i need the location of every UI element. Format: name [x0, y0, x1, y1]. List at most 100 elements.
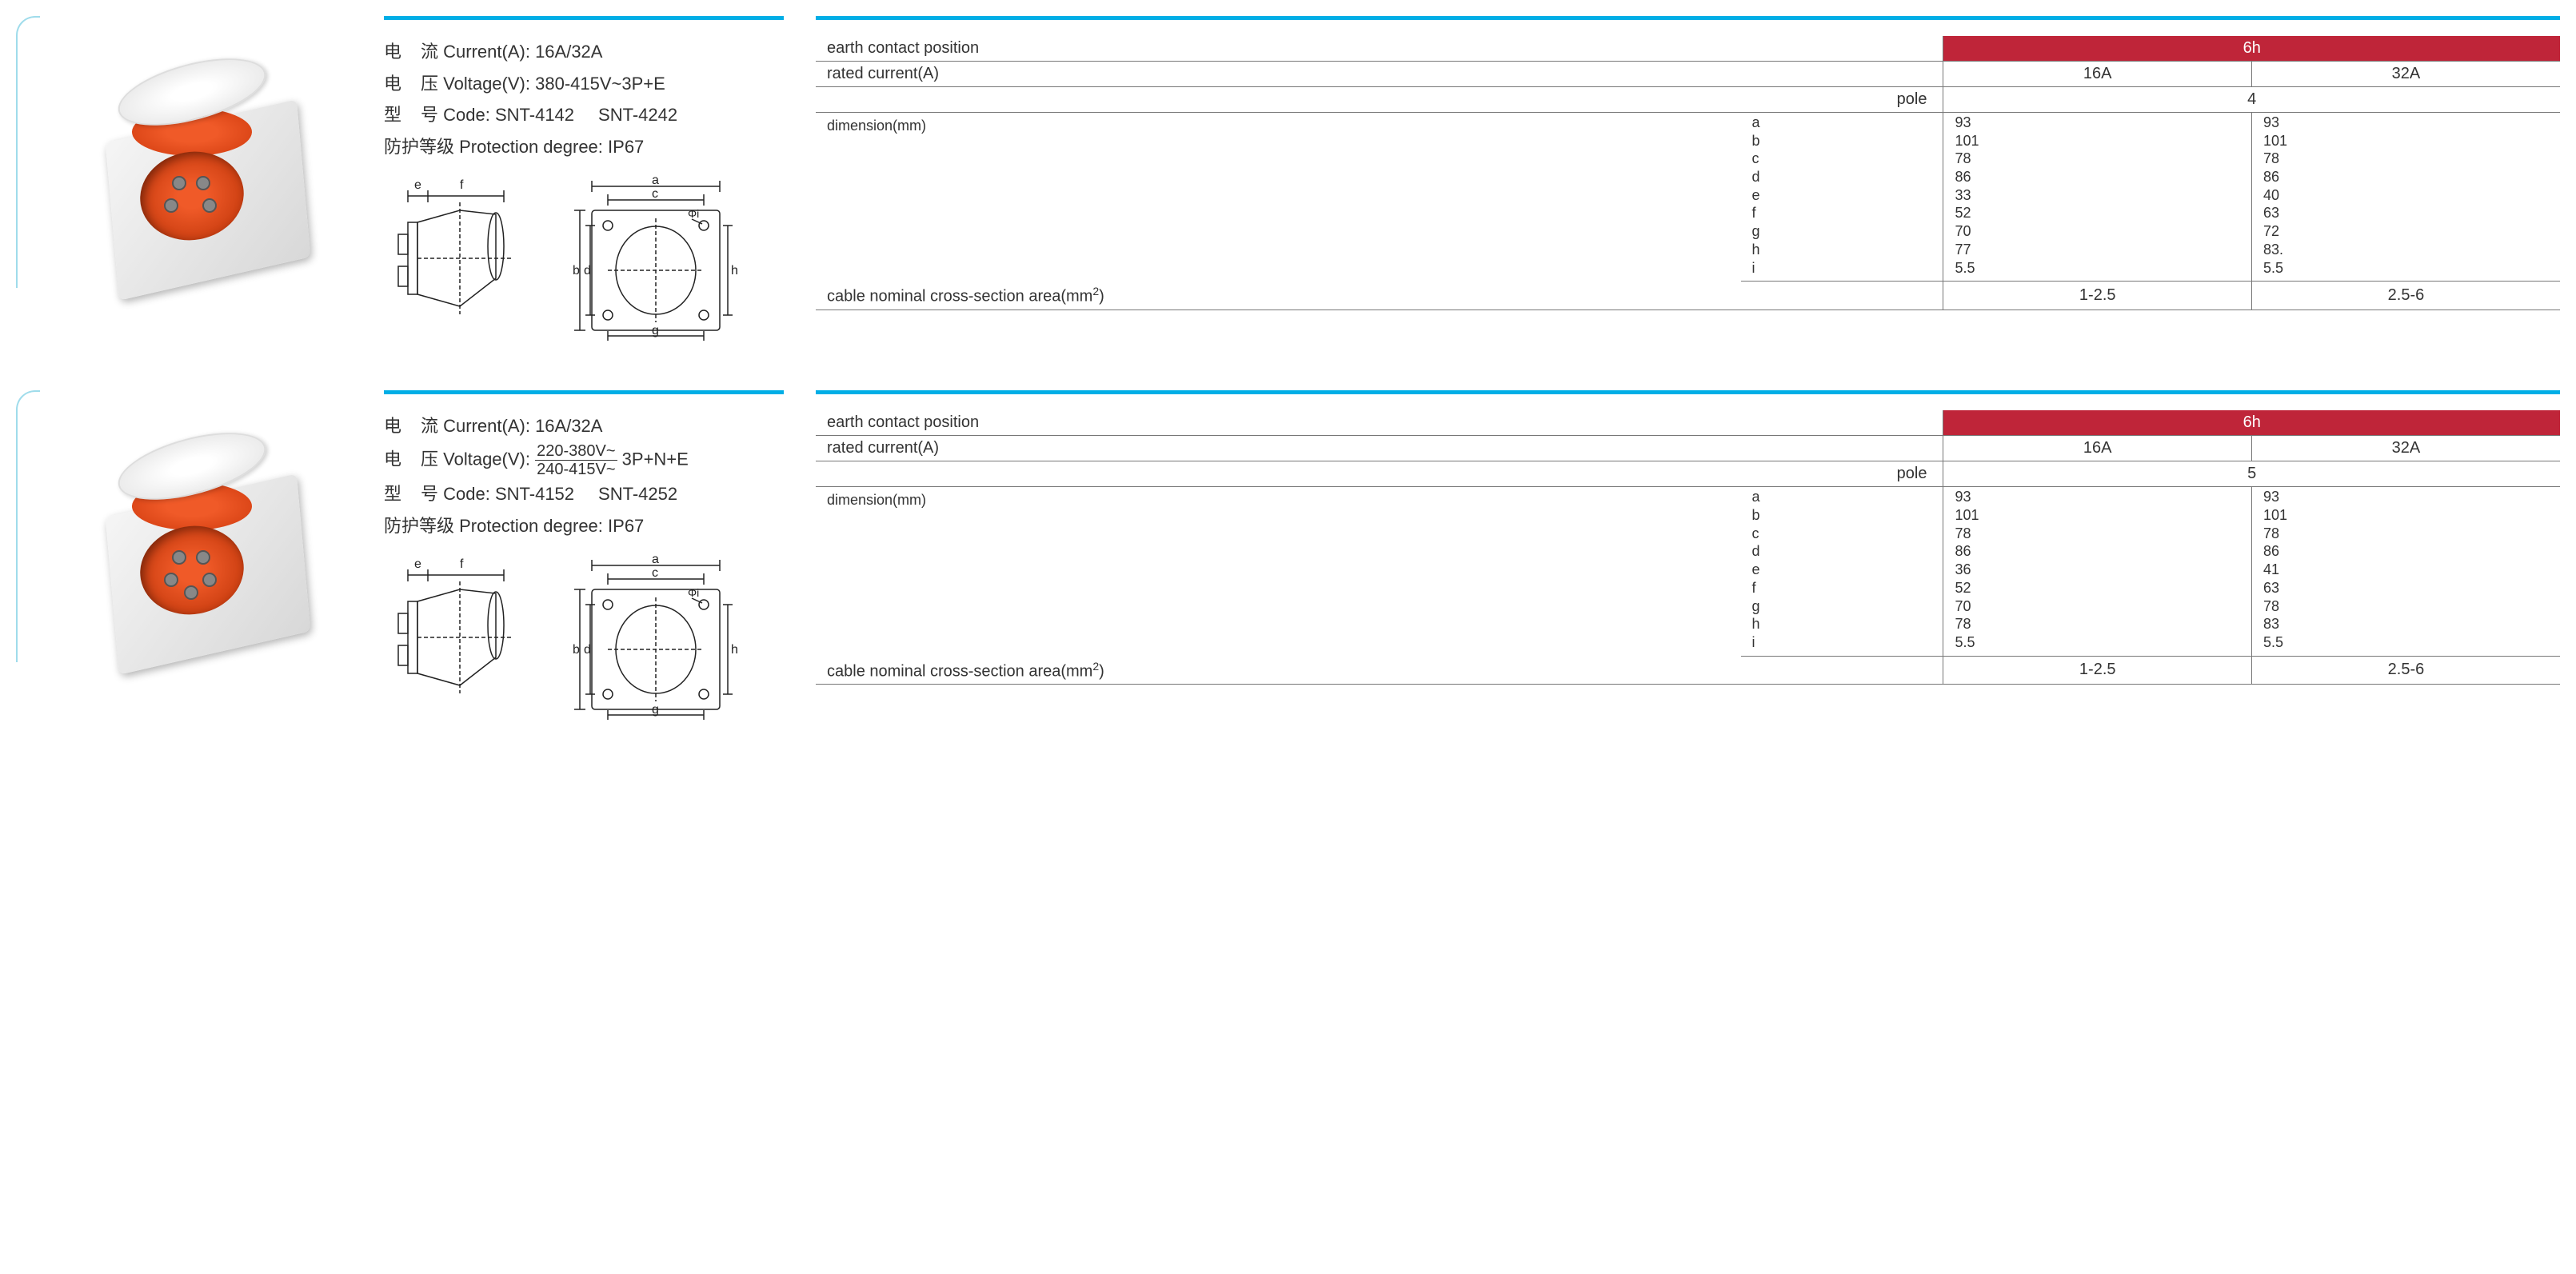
- svg-text:Φi: Φi: [688, 586, 699, 599]
- dimension-label: dimension(mm): [816, 487, 1741, 656]
- svg-text:g: g: [652, 703, 659, 717]
- earth-label: earth contact position: [816, 410, 1943, 436]
- dimension-label: dimension(mm): [816, 113, 1741, 282]
- svg-text:h: h: [731, 264, 738, 278]
- drawing-front-view: a c Φi b d h g: [568, 174, 744, 342]
- code-value: SNT-4252: [598, 484, 677, 504]
- product-row: 电流 Current(A): 16A/32A 电压 Voltage(V): 22…: [16, 390, 2560, 721]
- dim-val-32: 93: [2251, 113, 2560, 131]
- dim-row: dimension(mm) a 93 93: [816, 487, 2560, 505]
- dim-val-32: 5.5: [2251, 633, 2560, 656]
- svg-text:f: f: [460, 557, 464, 571]
- dim-val-16: 52: [1943, 578, 2252, 597]
- earth-row: earth contact position 6h: [816, 410, 2560, 436]
- cable-32: 2.5-6: [2251, 656, 2560, 685]
- dim-key: c: [1741, 149, 1943, 167]
- svg-text:e: e: [414, 178, 421, 192]
- drawing-front-view: a c Φi b d h g: [568, 553, 744, 721]
- dim-val-16: 36: [1943, 560, 2252, 578]
- protection-value: IP67: [608, 137, 644, 157]
- earth-value: 6h: [1943, 410, 2560, 436]
- dim-key: a: [1741, 113, 1943, 131]
- dim-val-32: 86: [2251, 167, 2560, 186]
- dim-val-32: 63: [2251, 203, 2560, 222]
- drawing-side-view: e f: [384, 553, 544, 721]
- spec-table: earth contact position 6h rated current(…: [816, 36, 2560, 310]
- svg-text:d: d: [584, 264, 591, 278]
- product-photo: [48, 32, 352, 288]
- dim-val-32: 63: [2251, 578, 2560, 597]
- svg-text:f: f: [460, 178, 464, 192]
- dim-key: f: [1741, 578, 1943, 597]
- spec-protection: 防护等级 Protection degree: IP67: [384, 131, 784, 163]
- dim-val-16: 5.5: [1943, 633, 2252, 656]
- dim-key: a: [1741, 487, 1943, 505]
- svg-text:d: d: [584, 643, 591, 657]
- table-column: earth contact position 6h rated current(…: [816, 16, 2560, 310]
- rated-label: rated current(A): [816, 62, 1943, 87]
- current-value: 16A/32A: [535, 42, 602, 62]
- dim-key: e: [1741, 186, 1943, 204]
- cable-16: 1-2.5: [1943, 656, 2252, 685]
- dim-key: d: [1741, 167, 1943, 186]
- product-photo: [48, 406, 352, 662]
- svg-text:b: b: [573, 643, 580, 657]
- info-column: 电流 Current(A): 16A/32A 电压 Voltage(V): 38…: [384, 16, 784, 342]
- dim-val-32: 78: [2251, 149, 2560, 167]
- dim-val-32: 78: [2251, 524, 2560, 542]
- dim-val-32: 78: [2251, 597, 2560, 615]
- dim-val-32: 101: [2251, 131, 2560, 150]
- voltage-fraction: 220-380V~240-415V~: [535, 442, 617, 478]
- dim-key: f: [1741, 203, 1943, 222]
- earth-value: 6h: [1943, 36, 2560, 62]
- pole-label: pole: [1741, 461, 1943, 487]
- spec-current: 电流 Current(A): 16A/32A: [384, 36, 784, 68]
- svg-text:h: h: [731, 643, 738, 657]
- spec-code: 型号 Code: SNT-4152SNT-4252: [384, 478, 784, 510]
- dim-key: i: [1741, 258, 1943, 282]
- dim-val-16: 5.5: [1943, 258, 2252, 282]
- dim-val-32: 41: [2251, 560, 2560, 578]
- cable-16: 1-2.5: [1943, 282, 2252, 310]
- code-value: SNT-4242: [598, 105, 677, 125]
- svg-text:Φi: Φi: [688, 207, 699, 220]
- cable-label: cable nominal cross-section area(mm2): [816, 656, 1943, 685]
- dim-val-32: 5.5: [2251, 258, 2560, 282]
- dim-key: h: [1741, 614, 1943, 633]
- current-value: 16A/32A: [535, 416, 602, 436]
- cable-label: cable nominal cross-section area(mm2): [816, 282, 1943, 310]
- rated-32: 32A: [2251, 62, 2560, 87]
- dim-val-16: 101: [1943, 131, 2252, 150]
- dim-key: i: [1741, 633, 1943, 656]
- dim-key: b: [1741, 505, 1943, 524]
- protection-value: IP67: [608, 516, 644, 536]
- svg-text:a: a: [652, 553, 659, 566]
- photo-column: [16, 390, 352, 662]
- dim-key: h: [1741, 240, 1943, 258]
- pole-row: pole 4: [816, 87, 2560, 113]
- spec-table: earth contact position 6h rated current(…: [816, 410, 2560, 685]
- dim-key: g: [1741, 222, 1943, 240]
- spec-voltage: 电压 Voltage(V): 220-380V~240-415V~ 3P+N+E: [384, 442, 784, 478]
- rated-label: rated current(A): [816, 436, 1943, 461]
- voltage-value: 380-415V~3P+E: [535, 74, 665, 94]
- dim-val-32: 83.: [2251, 240, 2560, 258]
- cable-row: cable nominal cross-section area(mm2) 1-…: [816, 282, 2560, 310]
- code-value: SNT-4152: [495, 484, 574, 504]
- dim-key: e: [1741, 560, 1943, 578]
- code-value: SNT-4142: [495, 105, 574, 125]
- pole-label: pole: [1741, 87, 1943, 113]
- svg-text:c: c: [652, 566, 658, 580]
- voltage-suffix: 3P+N+E: [622, 449, 689, 469]
- dim-val-32: 72: [2251, 222, 2560, 240]
- spec-voltage: 电压 Voltage(V): 380-415V~3P+E: [384, 68, 784, 100]
- dim-val-16: 33: [1943, 186, 2252, 204]
- dim-val-16: 86: [1943, 167, 2252, 186]
- rated-16: 16A: [1943, 62, 2252, 87]
- rated-32: 32A: [2251, 436, 2560, 461]
- dim-val-32: 83: [2251, 614, 2560, 633]
- svg-text:e: e: [414, 557, 421, 571]
- svg-text:b: b: [573, 264, 580, 278]
- dim-val-32: 40: [2251, 186, 2560, 204]
- dim-val-16: 78: [1943, 614, 2252, 633]
